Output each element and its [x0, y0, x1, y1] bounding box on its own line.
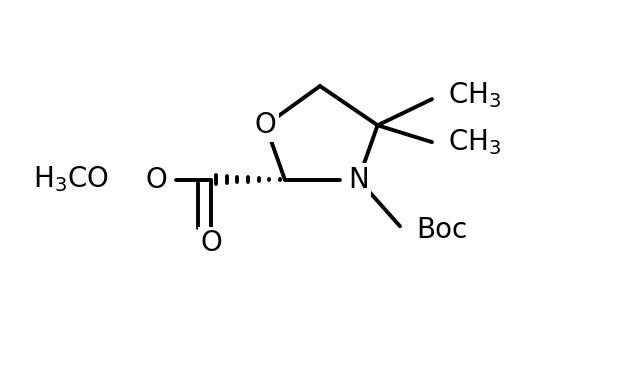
Text: H$_3$CO: H$_3$CO [33, 165, 109, 194]
Text: Boc: Boc [416, 216, 467, 244]
Text: N: N [348, 166, 369, 193]
Text: O: O [200, 229, 222, 257]
Text: CH$_3$: CH$_3$ [448, 127, 501, 157]
Text: CH$_3$: CH$_3$ [448, 80, 501, 110]
Text: O: O [255, 111, 276, 139]
Text: O: O [146, 166, 168, 193]
